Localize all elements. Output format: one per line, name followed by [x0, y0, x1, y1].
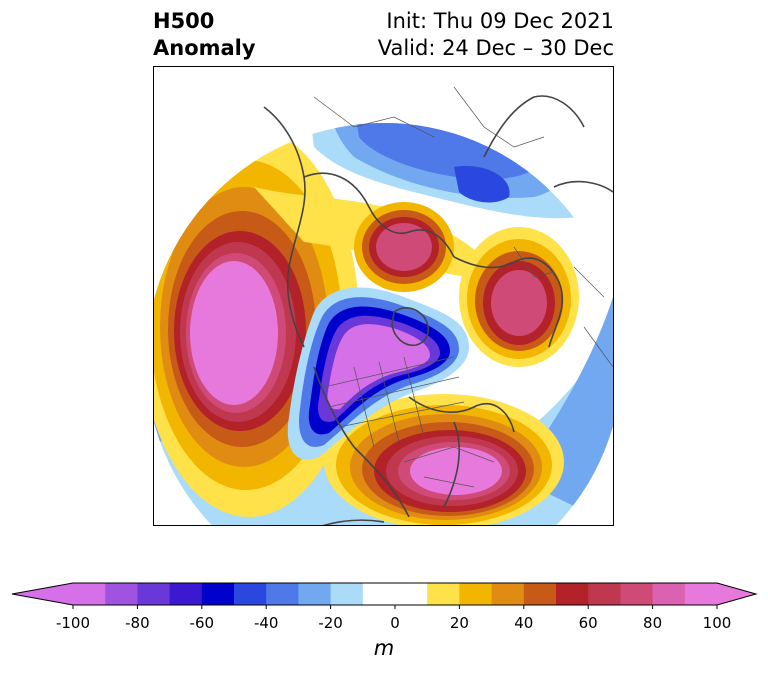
polar-anomaly-map [153, 66, 614, 526]
colorbar-tick-label: -60 [189, 614, 215, 632]
colorbar-bin [201, 583, 235, 605]
colorbar-tick-label: 100 [702, 614, 732, 632]
colorbar-bin [652, 583, 686, 605]
colorbar-bin [105, 583, 138, 605]
coastlines [263, 95, 613, 525]
colorbar-bin [137, 583, 171, 605]
colorbar-bin [523, 583, 557, 605]
colorbar-tick-label: 0 [390, 614, 400, 632]
colorbar-bin [73, 583, 106, 605]
colorbar-bin [169, 583, 203, 605]
colorbar-tick-label: 40 [514, 614, 534, 632]
colorbar-bin [234, 583, 267, 605]
colorbar [11, 582, 758, 609]
title-type: Anomaly [153, 36, 256, 60]
colorbar-extend-min [12, 583, 73, 605]
colorbar-bin [459, 583, 493, 605]
colorbar-bin [330, 583, 364, 605]
colorbar-unit-label: m [373, 636, 395, 660]
colorbar-tick-label: -20 [318, 614, 343, 632]
colorbar-bin [298, 583, 332, 605]
colorbar-bin [266, 583, 299, 605]
colorbar-bin [684, 583, 718, 605]
anomaly-field [154, 123, 613, 525]
chart-title-left: H500 Anomaly [153, 8, 256, 62]
political-borders [313, 86, 613, 488]
chart-title-right: Init: Thu 09 Dec 2021 Valid: 24 Dec – 30… [378, 8, 614, 62]
init-time-label: Init: Thu 09 Dec 2021 [386, 9, 614, 33]
colorbar-bin [588, 583, 621, 605]
colorbar-bin [362, 583, 428, 605]
colorbar-extend-max [717, 583, 756, 605]
colorbar-bin [556, 583, 589, 605]
colorbar-bin [491, 583, 525, 605]
colorbar-tick-label: 60 [578, 614, 598, 632]
valid-range-label: Valid: 24 Dec – 30 Dec [377, 36, 614, 60]
colorbar-bin [427, 583, 460, 605]
title-variable: H500 [153, 9, 215, 33]
map-canvas [154, 86, 613, 525]
colorbar-tick-label: 80 [643, 614, 663, 632]
colorbar-tick-label: 20 [449, 614, 469, 632]
colorbar-tick-label: -80 [125, 614, 150, 632]
colorbar-tick-label: -100 [55, 614, 91, 632]
colorbar-tick-label: -40 [253, 614, 279, 632]
colorbar-bin [620, 583, 654, 605]
